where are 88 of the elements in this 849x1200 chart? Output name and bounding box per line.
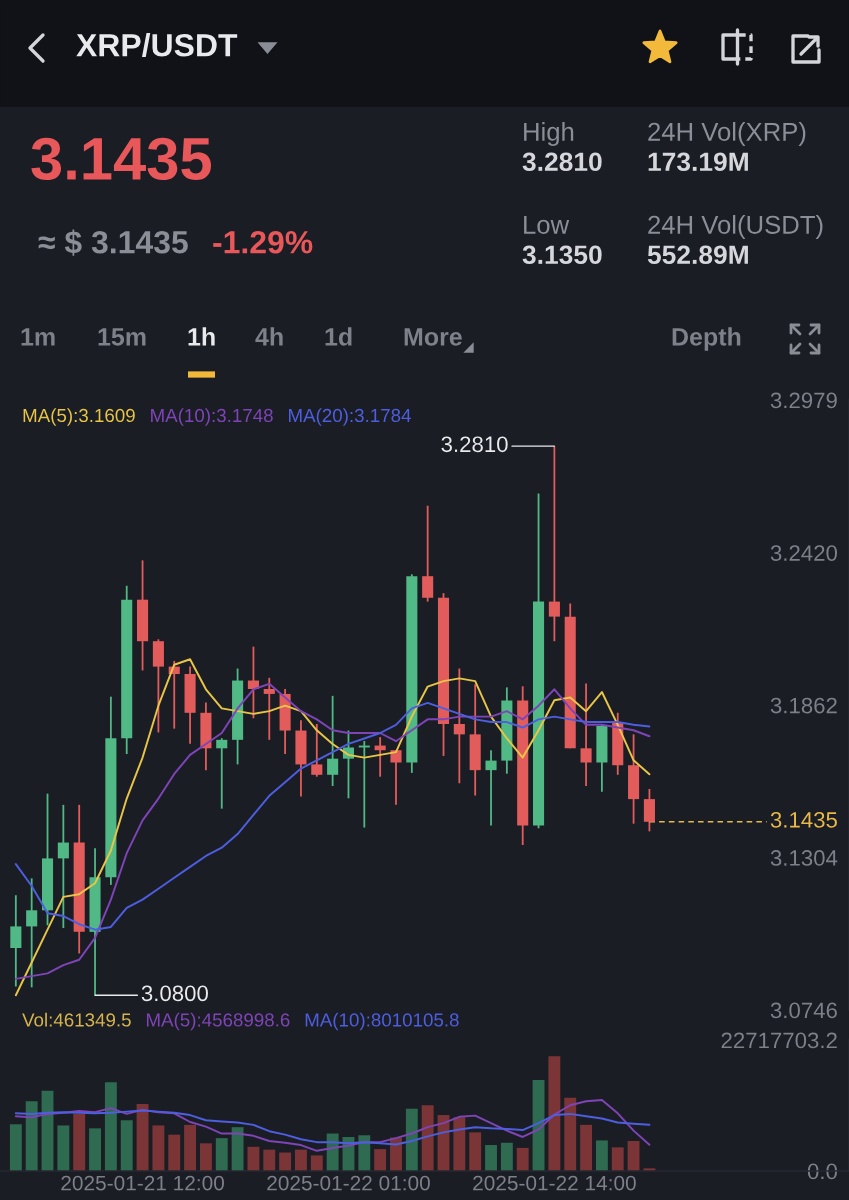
bar — [516, 1147, 529, 1171]
text: 3.1350 — [522, 245, 602, 265]
x-tick-label: 2025-01-22 01:00 — [267, 1175, 430, 1191]
bar — [9, 1124, 22, 1171]
bar — [548, 1056, 561, 1171]
text: 24H Vol(USDT) — [648, 215, 823, 239]
line-series — [14, 1099, 651, 1152]
bar — [152, 1125, 165, 1171]
ref-line-label: 3.1435 — [770, 812, 837, 828]
x-tick-label: 2025-01-22 14:00 — [473, 1175, 636, 1191]
bar — [374, 1149, 387, 1171]
text: MA(10):8010105.8 — [305, 1012, 459, 1031]
candlestick — [57, 803, 69, 929]
candlestick — [311, 723, 323, 778]
bar — [57, 1125, 70, 1171]
line-series — [14, 701, 651, 931]
text: 3.1435 — [31, 137, 211, 181]
text: ≈ $ 3.1435 — [38, 229, 188, 256]
bar — [231, 1127, 244, 1171]
bar — [168, 1134, 181, 1171]
bar — [25, 1101, 38, 1171]
bar — [469, 1132, 482, 1171]
candlestick — [548, 445, 560, 643]
bar — [485, 1145, 497, 1171]
bar — [310, 1155, 323, 1171]
text: -1.29% — [213, 230, 313, 254]
bar — [73, 1113, 86, 1171]
text: 173.19M — [648, 152, 748, 172]
bar — [263, 1149, 276, 1171]
bar — [358, 1135, 371, 1171]
bar — [453, 1117, 466, 1171]
candlestick — [422, 504, 434, 603]
bar — [611, 1147, 624, 1171]
text: MA(5):3.1609 — [23, 408, 135, 426]
text: Vol:461349.5 — [22, 1012, 131, 1027]
y-tick-label: 22717703.2 — [721, 1032, 837, 1049]
line-series — [14, 1109, 651, 1146]
bar — [199, 1143, 212, 1171]
text: XRP/USDT — [76, 33, 238, 57]
text: 4h — [255, 327, 283, 346]
annotation: 3.0800 — [141, 985, 208, 1002]
bar — [279, 1152, 292, 1171]
bar — [405, 1108, 418, 1171]
candlestick — [453, 667, 465, 785]
bar — [627, 1141, 640, 1171]
text: MA(20):3.1784 — [289, 408, 411, 426]
candlestick — [327, 694, 339, 787]
bar — [564, 1097, 577, 1171]
y-tick-label: 3.2979 — [770, 392, 837, 409]
text: Low — [524, 215, 570, 234]
text: 1h — [188, 327, 215, 346]
text: 3.2810 — [522, 152, 602, 172]
bar — [247, 1146, 260, 1171]
candlestick — [485, 749, 497, 827]
candlestick — [643, 788, 655, 833]
text: Depth — [672, 327, 741, 351]
candlestick — [580, 682, 592, 787]
bar — [500, 1142, 513, 1171]
bar — [595, 1140, 608, 1171]
x-tick-label: 2025-01-21 12:00 — [61, 1175, 224, 1191]
annotation: 3.2810 — [441, 436, 508, 453]
bar — [89, 1128, 101, 1171]
text: 1d — [325, 327, 352, 346]
bar — [421, 1105, 434, 1171]
text: MA(5):4568998.6 — [146, 1012, 290, 1031]
y-tick-label: 0.0 — [807, 1163, 838, 1180]
candlestick — [263, 676, 275, 741]
y-tick-label: 3.0746 — [770, 1002, 837, 1019]
bar — [120, 1120, 133, 1171]
y-tick-label: 3.1862 — [770, 697, 837, 714]
bar — [295, 1149, 307, 1171]
text: 15m — [98, 328, 146, 346]
bar — [215, 1138, 228, 1171]
bar — [104, 1082, 117, 1171]
text: High — [524, 122, 574, 146]
text: 24H Vol(XRP) — [648, 122, 806, 146]
y-tick-label: 3.2420 — [770, 545, 838, 561]
candlestick — [390, 749, 402, 806]
bar — [580, 1124, 592, 1171]
text: MA(10):3.1748 — [151, 408, 273, 426]
candlestick — [216, 737, 228, 810]
y-tick-label: 3.1304 — [770, 850, 838, 866]
text: 1m — [21, 328, 55, 346]
candlestick — [26, 877, 38, 989]
candlestick — [10, 894, 22, 988]
text: 552.89M — [647, 245, 748, 265]
bar — [184, 1124, 197, 1171]
text: More — [404, 328, 462, 346]
